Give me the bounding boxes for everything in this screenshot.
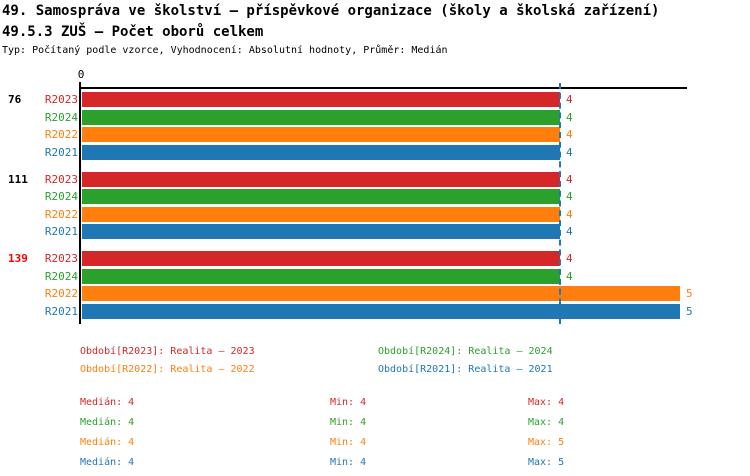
bar-series-label: R2023 bbox=[44, 93, 78, 106]
bar-value-label: 4 bbox=[566, 93, 573, 106]
bar-value-label: 4 bbox=[566, 172, 573, 186]
group-label: 76 bbox=[8, 93, 22, 106]
bar-series-label: R2021 bbox=[44, 304, 78, 318]
bar-value-label: 4 bbox=[566, 252, 573, 265]
stat-max: Max: 5 bbox=[528, 457, 565, 468]
median-line bbox=[559, 83, 561, 324]
bar bbox=[82, 286, 680, 301]
bar-value-label: 5 bbox=[686, 304, 693, 318]
bar-value-label: 4 bbox=[566, 269, 573, 283]
bar-series-label: R2021 bbox=[44, 225, 78, 238]
bar-series-label: R2022 bbox=[44, 207, 78, 221]
stats-table: Medián: 4 Min: 4 Max: 4 Medián: 4 Min: 4 Max:… bbox=[80, 393, 564, 473]
bar bbox=[82, 171, 560, 187]
bar bbox=[82, 144, 560, 160]
legend: Období[R2023]: Realita – 2023 Období[R202… bbox=[80, 343, 553, 379]
legend-item: Období[R2022]: Realita – 2022 bbox=[80, 364, 255, 375]
bar-series-label: R2022 bbox=[44, 128, 78, 141]
bar bbox=[82, 224, 560, 239]
bar bbox=[82, 206, 560, 222]
bar-value-label: 4 bbox=[566, 190, 573, 203]
stat-min: Min: 4 bbox=[330, 457, 367, 468]
report-meta: Typ: Počítaný podle vzorce, Vyhodnocení:… bbox=[2, 45, 448, 56]
bar bbox=[82, 109, 560, 125]
y-axis-line bbox=[79, 82, 81, 324]
legend-item: Období[R2024]: Realita – 2024 bbox=[378, 346, 553, 357]
legend-item: Období[R2023]: Realita – 2023 bbox=[80, 346, 255, 357]
stat-max: Max: 4 bbox=[528, 397, 565, 408]
bar bbox=[82, 189, 560, 204]
legend-item: Období[R2021]: Realita – 2021 bbox=[378, 364, 553, 375]
bar bbox=[82, 251, 560, 266]
bar-value-label: 5 bbox=[686, 287, 693, 300]
bar-chart: 76 R2023 4 R2024 4 R2022 4 R2021 4 111 R2023 4 R2024… bbox=[0, 85, 750, 330]
bar-series-label: R2024 bbox=[44, 110, 78, 124]
bar-series-label: R2024 bbox=[44, 269, 78, 283]
report-title: 49. Samospráva ve školství – příspěvkové… bbox=[2, 3, 660, 19]
stat-min: Min: 4 bbox=[330, 397, 367, 408]
bar-value-label: 4 bbox=[566, 145, 573, 159]
stat-median: Medián: 4 bbox=[80, 417, 135, 428]
stat-min: Min: 4 bbox=[330, 417, 367, 428]
bar bbox=[82, 92, 560, 107]
bar bbox=[82, 268, 560, 284]
bar-value-label: 4 bbox=[566, 128, 573, 141]
stat-min: Min: 4 bbox=[330, 437, 367, 448]
stat-max: Max: 4 bbox=[528, 417, 565, 428]
stat-median: Medián: 4 bbox=[80, 457, 135, 468]
stat-max: Max: 5 bbox=[528, 437, 565, 448]
stat-median: Medián: 4 bbox=[80, 437, 135, 448]
group-label: 111 bbox=[8, 172, 28, 186]
zero-tick-label: 0 bbox=[77, 68, 85, 81]
bar-series-label: R2024 bbox=[44, 190, 78, 203]
bar-series-label: R2022 bbox=[44, 287, 78, 300]
bar bbox=[82, 303, 680, 319]
bar-value-label: 4 bbox=[566, 207, 573, 221]
bar bbox=[82, 127, 560, 142]
bar-value-label: 4 bbox=[566, 225, 573, 238]
bar-value-label: 4 bbox=[566, 110, 573, 124]
stat-median: Medián: 4 bbox=[80, 397, 135, 408]
group-label: 139 bbox=[8, 252, 28, 265]
bar-series-label: R2023 bbox=[44, 252, 78, 265]
x-axis-line bbox=[79, 87, 687, 89]
bar-series-label: R2023 bbox=[44, 172, 78, 186]
bar-series-label: R2021 bbox=[44, 145, 78, 159]
report-subtitle: 49.5.3 ZUŠ – Počet oborů celkem bbox=[2, 24, 264, 40]
